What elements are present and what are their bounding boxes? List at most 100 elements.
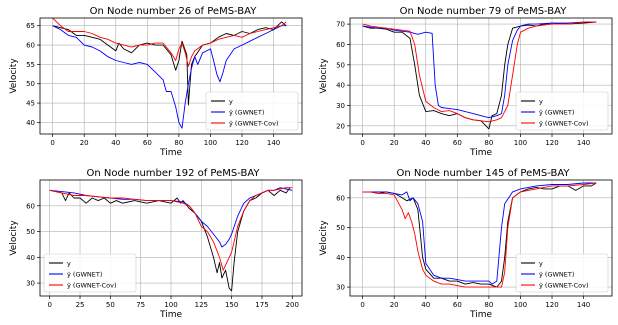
x-tick-label: 80	[484, 139, 493, 147]
legend-box	[205, 91, 299, 131]
series-line-0	[362, 182, 597, 288]
y-ticks: 40 45 50 55 60 65	[26, 22, 40, 127]
y-tick-label: 40	[26, 254, 35, 262]
panel-title: On Node number 145 of PeMS-BAY	[396, 168, 570, 179]
x-tick-label: 25	[76, 301, 85, 309]
y-tick-label: 40	[26, 119, 35, 127]
plot-frame	[349, 179, 613, 297]
legend-label: ŷ (GWNET-Cov)	[67, 282, 117, 290]
panel-title: On Node number 192 of PeMS-BAY	[86, 168, 260, 179]
x-ticks: 0 20 40 60 80 100 120 140	[50, 134, 280, 147]
x-tick-label: 120	[235, 139, 248, 147]
x-tick-label: 125	[195, 301, 208, 309]
x-tick-label: 100	[204, 139, 217, 147]
y-tick-label: 60	[26, 42, 35, 50]
x-tick-label: 20	[390, 139, 399, 147]
x-tick-label: 140	[577, 139, 590, 147]
y-tick-label: 30	[26, 280, 35, 288]
x-axis-label: Time	[159, 310, 182, 320]
series-line-0	[52, 21, 287, 106]
x-tick-label: 0	[50, 139, 54, 147]
x-axis-label: Time	[469, 148, 492, 158]
x-tick-label: 140	[577, 301, 590, 309]
legend-label: y	[67, 260, 71, 268]
panel-node-192: On Node number 192 of PeMS-BAY 0 25 50 75 10…	[9, 168, 303, 320]
legend-label: y	[539, 98, 543, 106]
y-tick-label: 50	[336, 61, 345, 69]
x-tick-label: 40	[421, 301, 430, 309]
legend-label: ŷ (GWNET-Cov)	[229, 120, 279, 128]
legend: y ŷ (GWNET) ŷ (GWNET-Cov)	[515, 253, 609, 293]
series-lines	[52, 17, 287, 129]
x-axis-label: Time	[469, 310, 492, 320]
x-tick-label: 0	[360, 139, 364, 147]
x-tick-label: 60	[453, 139, 462, 147]
x-tick-label: 150	[225, 301, 238, 309]
x-tick-label: 100	[514, 301, 527, 309]
legend-label: ŷ (GWNET-Cov)	[539, 282, 589, 290]
x-ticks: 0 20 40 60 80 100 120 140	[360, 134, 590, 147]
panel-node-145: On Node number 145 of PeMS-BAY 0 20 40 60 80…	[319, 168, 613, 320]
legend-label: y	[229, 98, 233, 106]
panel-title: On Node number 79 of PeMS-BAY	[400, 6, 568, 17]
y-axis-label: Velocity	[319, 220, 329, 256]
y-tick-label: 70	[336, 21, 345, 29]
series-line-2	[362, 182, 597, 288]
series-line-1	[52, 25, 287, 129]
series-line-1	[362, 21, 597, 119]
x-tick-label: 50	[106, 301, 115, 309]
x-tick-label: 120	[545, 139, 558, 147]
y-tick-label: 60	[336, 41, 345, 49]
legend: y ŷ (GWNET) ŷ (GWNET-Cov)	[205, 91, 299, 131]
x-tick-label: 120	[545, 301, 558, 309]
series-line-1	[362, 182, 597, 285]
y-tick-label: 20	[336, 122, 345, 130]
legend-label: y	[539, 260, 543, 268]
y-tick-label: 50	[336, 224, 345, 232]
y-axis-label: Velocity	[9, 220, 19, 256]
y-tick-label: 45	[26, 100, 35, 108]
y-ticks: 30 40 50 60	[26, 202, 40, 288]
legend-label: ŷ (GWNET)	[67, 271, 102, 279]
y-tick-label: 30	[336, 284, 345, 292]
legend: y ŷ (GWNET) ŷ (GWNET-Cov)	[43, 253, 137, 293]
y-axis-label: Velocity	[9, 58, 19, 94]
x-tick-label: 40	[111, 139, 120, 147]
y-tick-label: 65	[26, 22, 35, 30]
x-tick-label: 20	[390, 301, 399, 309]
series-line-2	[362, 21, 597, 123]
y-axis-label: Velocity	[319, 58, 329, 94]
gridlines	[40, 180, 302, 296]
x-tick-label: 60	[453, 301, 462, 309]
y-tick-label: 40	[336, 82, 345, 90]
x-ticks: 0 20 40 60 80 100 120 140	[360, 296, 590, 309]
legend-label: ŷ (GWNET-Cov)	[539, 120, 589, 128]
x-tick-label: 75	[136, 301, 145, 309]
x-tick-label: 80	[174, 139, 183, 147]
legend: y ŷ (GWNET) ŷ (GWNET-Cov)	[515, 91, 609, 131]
x-tick-label: 100	[514, 139, 527, 147]
x-tick-label: 100	[164, 301, 177, 309]
y-tick-label: 60	[336, 194, 345, 202]
plot-frame	[39, 17, 303, 135]
legend-box	[515, 91, 609, 131]
x-tick-label: 20	[80, 139, 89, 147]
y-tick-label: 55	[26, 61, 35, 69]
x-tick-label: 200	[286, 301, 299, 309]
y-ticks: 30 40 50 60	[336, 194, 350, 292]
y-tick-label: 60	[26, 202, 35, 210]
y-tick-label: 50	[26, 228, 35, 236]
panel-node-79: On Node number 79 of PeMS-BAY 0 20 40 60 80 1…	[319, 6, 613, 158]
y-tick-label: 30	[336, 102, 345, 110]
y-ticks: 20 30 40 50 60 70	[336, 21, 350, 130]
series-lines	[362, 21, 597, 130]
x-axis-label: Time	[159, 148, 182, 158]
series-line-2	[52, 17, 287, 67]
x-tick-label: 40	[421, 139, 430, 147]
x-tick-label: 60	[143, 139, 152, 147]
series-lines	[362, 182, 597, 288]
legend-box	[515, 253, 609, 293]
panel-title: On Node number 26 of PeMS-BAY	[90, 6, 258, 17]
x-ticks: 0 25 50 75 100 125 150 175 200	[47, 296, 299, 309]
